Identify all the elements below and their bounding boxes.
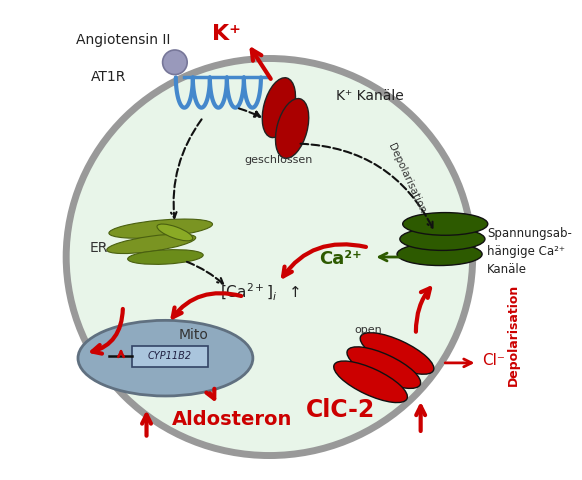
Ellipse shape <box>127 250 203 264</box>
Text: [Ca$^{2+}$]$_i$  $\uparrow$: [Ca$^{2+}$]$_i$ $\uparrow$ <box>220 281 300 302</box>
Text: geschlossen: geschlossen <box>244 155 313 165</box>
FancyBboxPatch shape <box>132 346 208 367</box>
Circle shape <box>162 50 187 74</box>
Text: open: open <box>355 325 382 335</box>
Ellipse shape <box>397 243 482 265</box>
Ellipse shape <box>78 320 253 396</box>
Text: ER: ER <box>90 240 108 254</box>
Text: K⁺ Kanäle: K⁺ Kanäle <box>336 89 403 103</box>
Text: Cl⁻: Cl⁻ <box>482 353 505 369</box>
Ellipse shape <box>403 213 488 235</box>
Ellipse shape <box>360 333 434 374</box>
Ellipse shape <box>262 78 296 138</box>
Text: Depolarisation: Depolarisation <box>507 283 520 385</box>
Text: Spannungsab-
hängige Ca²⁺
Kanäle: Spannungsab- hängige Ca²⁺ Kanäle <box>487 227 572 276</box>
Ellipse shape <box>275 98 308 158</box>
Text: K⁺: K⁺ <box>212 24 242 44</box>
Text: Ca²⁺: Ca²⁺ <box>319 250 361 268</box>
Ellipse shape <box>157 224 193 241</box>
Ellipse shape <box>107 234 196 253</box>
Text: Depolarisation: Depolarisation <box>386 142 427 215</box>
Text: Aldosteron: Aldosteron <box>172 410 292 429</box>
Ellipse shape <box>347 347 421 388</box>
Text: CYP11B2: CYP11B2 <box>148 351 192 361</box>
Ellipse shape <box>333 361 407 403</box>
Text: ClC-2: ClC-2 <box>306 398 375 422</box>
Text: Angiotensin II: Angiotensin II <box>76 33 170 47</box>
Ellipse shape <box>400 228 485 251</box>
Text: AT1R: AT1R <box>91 71 126 84</box>
Text: Mito: Mito <box>179 327 209 342</box>
Ellipse shape <box>66 59 473 456</box>
Ellipse shape <box>109 219 212 238</box>
